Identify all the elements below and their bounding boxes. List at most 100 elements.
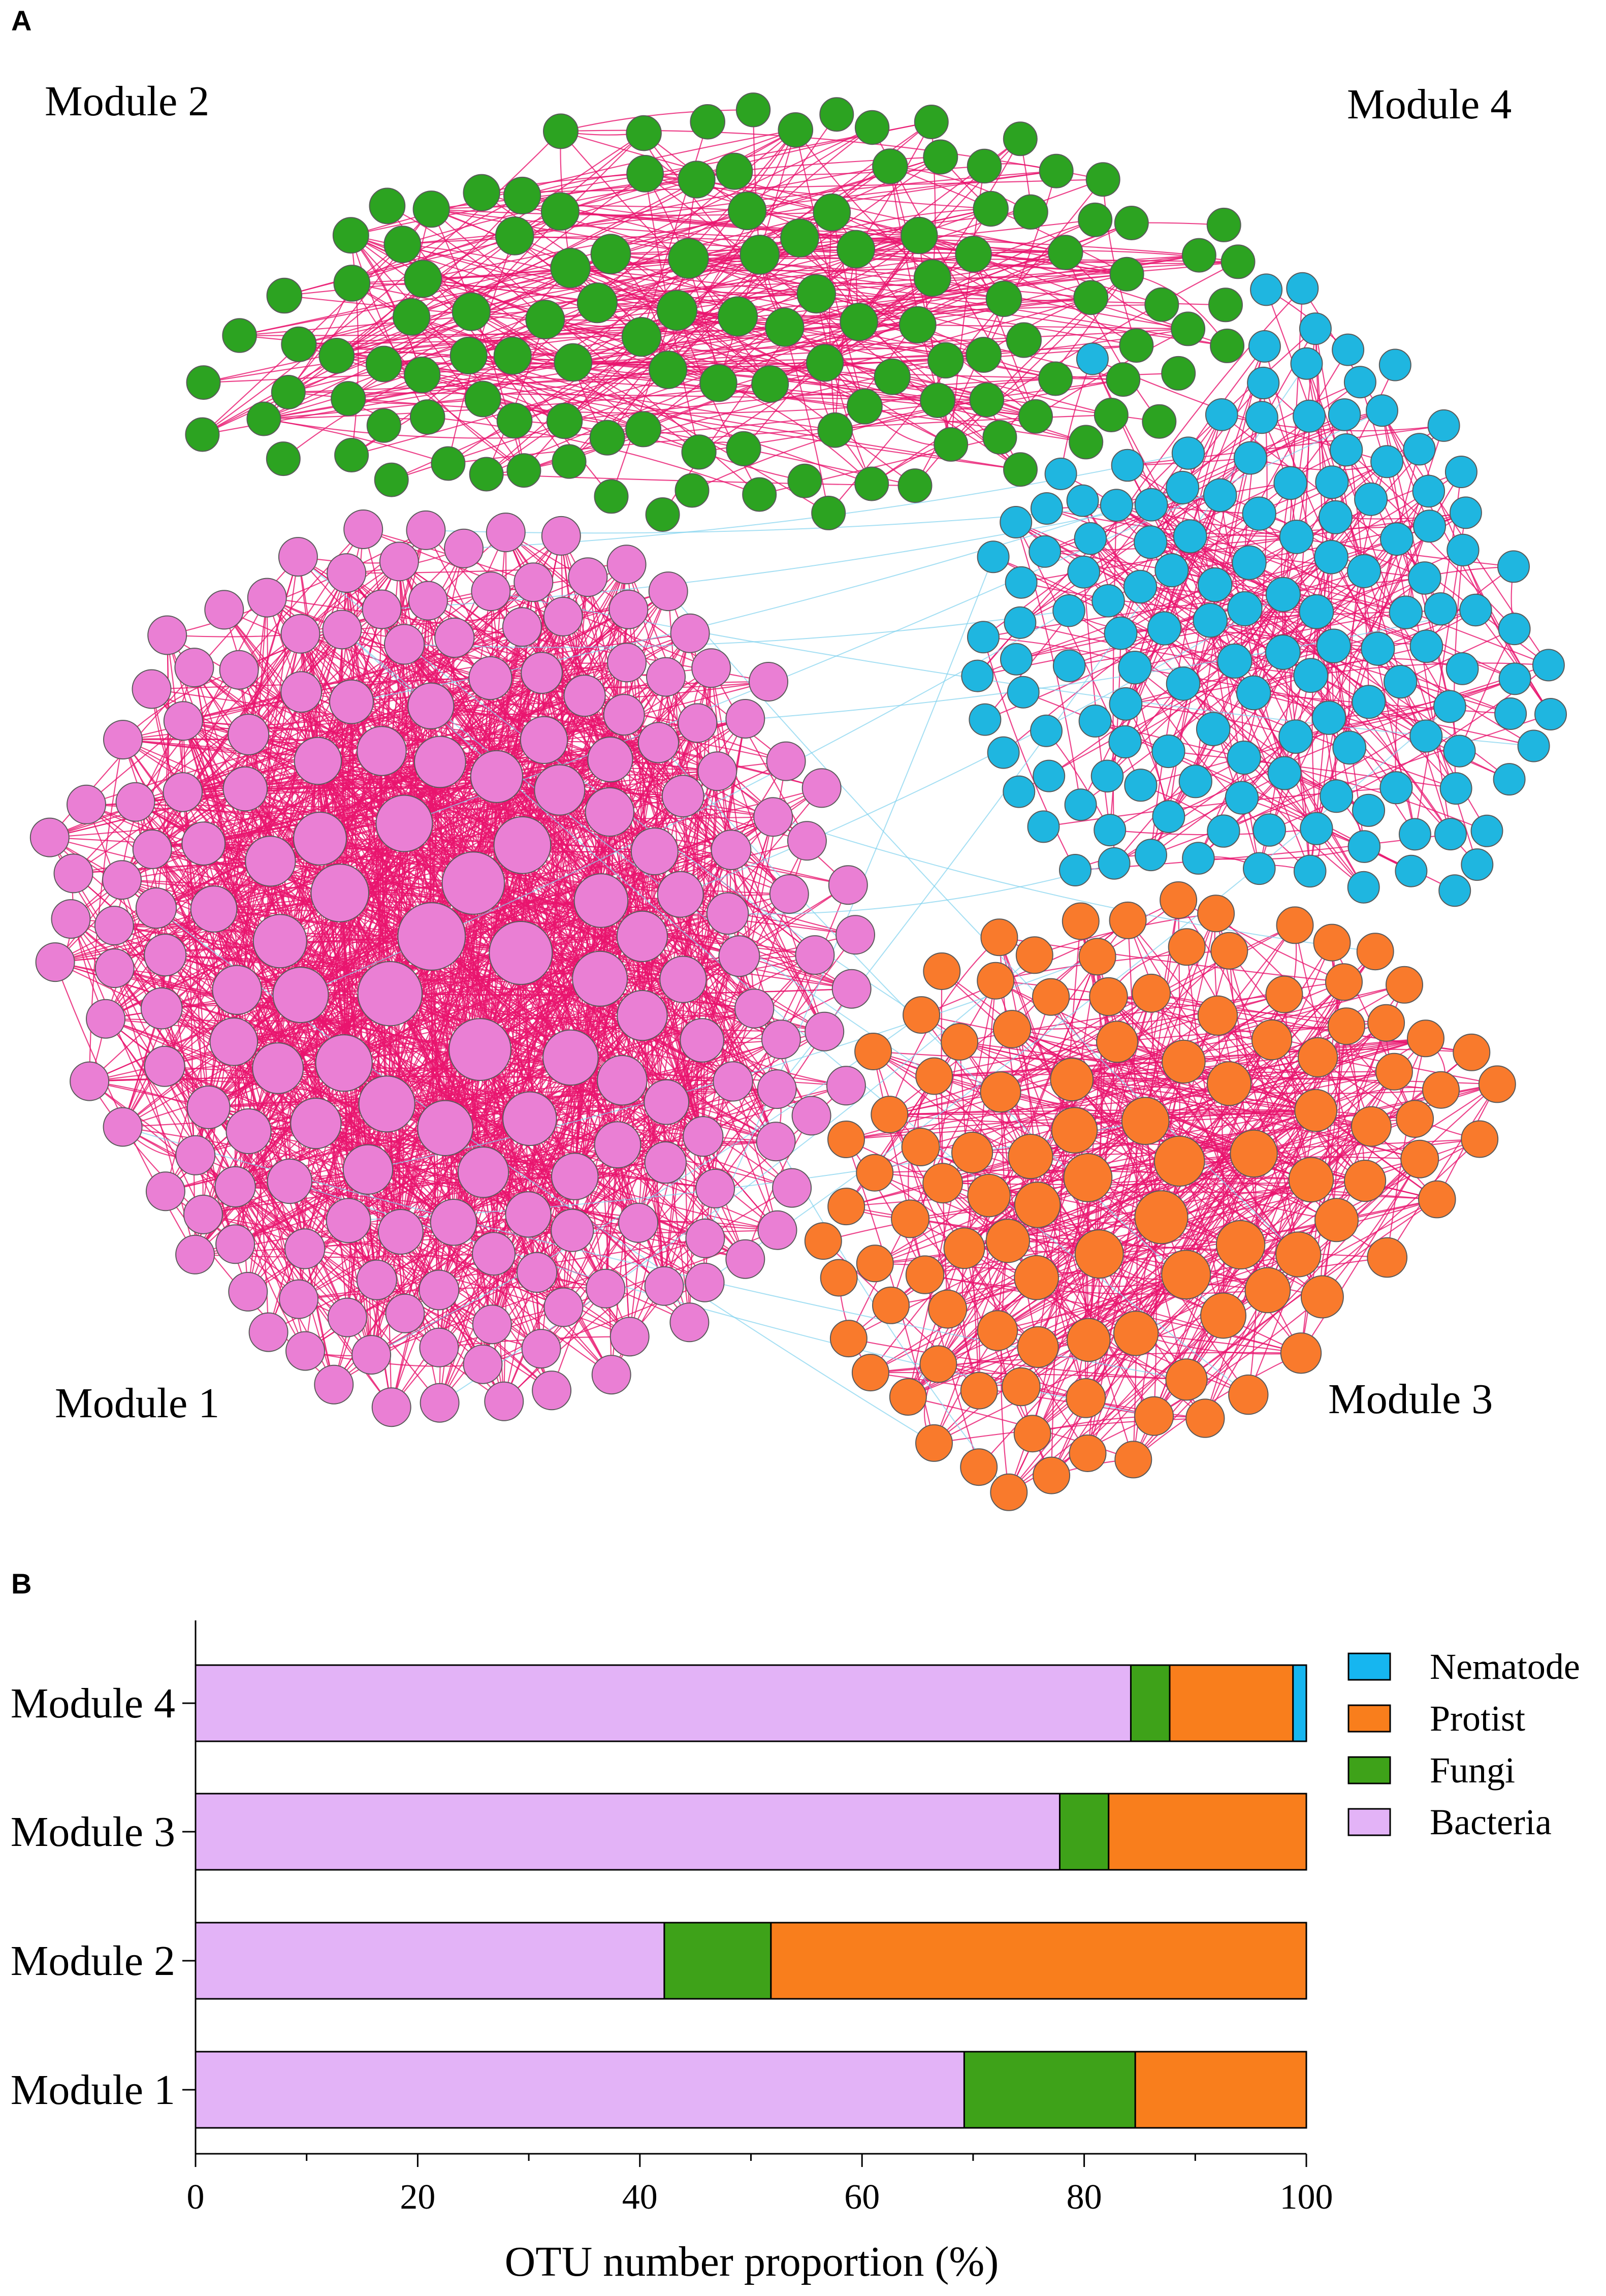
network-edge — [1316, 566, 1514, 613]
network-node-module-1 — [648, 571, 688, 612]
network-edge — [351, 219, 1096, 284]
network-node-module-1 — [486, 513, 526, 553]
network-node-module-4 — [1250, 273, 1283, 306]
network-node-module-2 — [699, 364, 737, 402]
network-edge — [481, 179, 1103, 194]
network-node-module-4 — [1332, 333, 1365, 366]
network-node-module-2 — [645, 497, 680, 532]
network-node-module-1 — [406, 510, 446, 550]
network-node-module-1 — [175, 1234, 215, 1274]
network-node-module-3 — [1197, 995, 1238, 1036]
network-node-module-2 — [1094, 398, 1129, 432]
network-node-module-3 — [1407, 1019, 1444, 1058]
network-node-module-4 — [1427, 409, 1460, 442]
network-node-module-1 — [279, 1279, 319, 1319]
network-edge — [1102, 179, 1137, 346]
network-node-module-2 — [412, 190, 450, 228]
network-node-module-2 — [1039, 153, 1074, 188]
network-node-module-1 — [805, 1011, 845, 1051]
network-node-module-1 — [691, 648, 731, 688]
network-node-module-4 — [1352, 685, 1386, 719]
network-edge — [70, 918, 204, 1215]
network-node-module-4 — [1517, 729, 1550, 762]
network-node-module-2 — [1073, 280, 1109, 315]
network-edge — [1150, 541, 1460, 752]
network-node-module-4 — [1182, 842, 1215, 875]
network-node-module-3 — [923, 952, 961, 990]
network-edge — [315, 1079, 623, 1124]
network-node-module-3 — [829, 1320, 868, 1358]
network-node-module-1 — [563, 675, 606, 717]
network-node-module-4 — [1311, 700, 1346, 735]
network-node-module-1 — [86, 999, 125, 1039]
network-edge — [105, 994, 301, 1019]
network-node-module-3 — [960, 1448, 998, 1486]
network-node-module-1 — [463, 1344, 503, 1384]
network-node-module-4 — [1534, 698, 1567, 730]
network-node-module-1 — [430, 1199, 477, 1246]
network-node-module-1 — [795, 935, 835, 975]
network-node-module-1 — [670, 613, 710, 653]
network-node-module-3 — [1298, 1037, 1338, 1077]
network-node-module-1 — [214, 1166, 256, 1208]
network-cross-edge — [704, 556, 994, 1239]
network-node-module-3 — [1050, 1058, 1094, 1102]
network-node-module-4 — [1293, 854, 1327, 888]
network-node-module-1 — [103, 1107, 143, 1147]
network-edge — [983, 171, 1057, 356]
network-node-module-3 — [980, 918, 1018, 956]
network-node-module-1 — [294, 737, 342, 785]
network-node-module-3 — [943, 1227, 985, 1269]
network-node-module-4 — [1403, 433, 1436, 466]
network-node-module-1 — [591, 1355, 631, 1395]
network-node-module-1 — [212, 965, 262, 1015]
network-node-module-4 — [1027, 810, 1060, 843]
network-node-module-3 — [1162, 1039, 1206, 1084]
network-node-module-4 — [1104, 616, 1138, 650]
network-node-module-4 — [1059, 854, 1091, 886]
network-node-module-1 — [293, 811, 347, 866]
network-node-module-1 — [826, 1066, 866, 1106]
network-edge — [536, 742, 659, 1273]
network-edge — [890, 166, 1128, 275]
network-edge — [399, 561, 542, 674]
network-edge — [934, 1277, 1037, 1444]
network-node-module-3 — [1015, 936, 1053, 974]
network-node-module-3 — [1109, 901, 1147, 939]
network-node-module-3 — [1165, 1358, 1208, 1401]
network-node-module-1 — [534, 764, 586, 816]
network-edge — [846, 1110, 1316, 1207]
network-node-module-3 — [901, 1128, 940, 1166]
network-node-module-2 — [540, 192, 580, 231]
network-node-module-1 — [505, 1191, 552, 1238]
network-edge — [264, 418, 644, 439]
network-node-module-4 — [1424, 592, 1458, 626]
network-node-module-2 — [817, 412, 853, 448]
network-node-module-1 — [713, 1061, 753, 1102]
network-node-module-4 — [1449, 496, 1482, 529]
network-node-module-3 — [990, 1473, 1028, 1511]
network-node-module-4 — [1000, 506, 1033, 538]
network-node-module-4 — [1196, 712, 1231, 746]
network-edge — [236, 990, 454, 1223]
network-node-module-1 — [219, 650, 259, 690]
network-node-module-3 — [1386, 966, 1423, 1004]
network-node-module-3 — [1160, 881, 1198, 919]
network-node-module-4 — [1193, 602, 1228, 638]
network-node-module-4 — [1248, 330, 1281, 363]
network-node-module-2 — [331, 381, 366, 417]
network-node-module-1 — [725, 699, 765, 739]
network-node-module-4 — [1329, 433, 1363, 467]
network-node-module-2 — [847, 388, 883, 425]
network-node-module-1 — [585, 787, 635, 837]
network-node-module-2 — [967, 148, 1002, 184]
network-node-module-4 — [1446, 652, 1479, 685]
network-node-module-2 — [778, 112, 814, 148]
network-node-module-4 — [1497, 550, 1530, 583]
network-node-module-3 — [1200, 1292, 1246, 1339]
network-edge — [151, 688, 573, 1231]
network-node-module-4 — [1111, 449, 1144, 482]
network-node-module-3 — [1096, 1021, 1138, 1063]
network-edge — [400, 1079, 623, 1232]
network-node-module-4 — [1267, 756, 1302, 790]
